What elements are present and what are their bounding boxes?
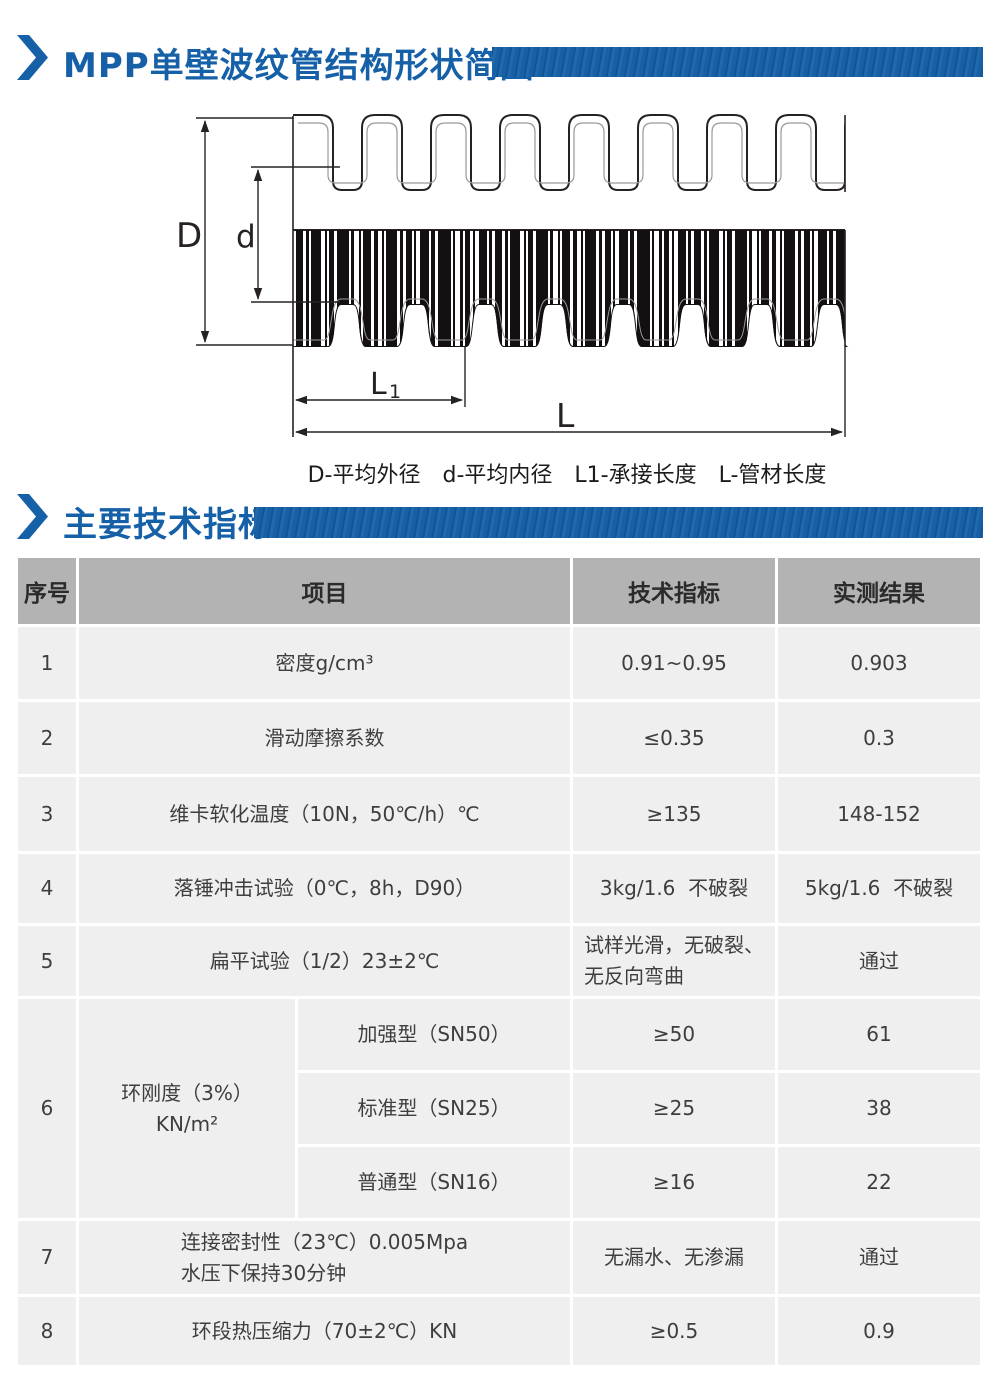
cell-no: 3 <box>18 777 76 851</box>
cell-spec: 3kg/1.6 不破裂 <box>573 854 775 923</box>
cell-result: 通过 <box>778 1221 980 1294</box>
table-row: 7 连接密封性（23℃）0.005Mpa 水压下保持30分钟 无漏水、无渗漏 通… <box>18 1221 980 1294</box>
cell-result: 0.3 <box>778 702 980 774</box>
cell-item: 落锤冲击试验（0℃，8h，D90） <box>79 854 570 923</box>
chevron-arrow-icon <box>17 494 48 539</box>
title-banner <box>492 47 983 77</box>
cell-no: 2 <box>18 702 76 774</box>
cell-result: 5kg/1.6 不破裂 <box>778 854 980 923</box>
header-result: 实测结果 <box>778 558 980 624</box>
header-no: 序号 <box>18 558 76 624</box>
cell-result: 22 <box>778 1147 980 1218</box>
cell-spec: 无漏水、无渗漏 <box>573 1221 775 1294</box>
table-row: 2 滑动摩擦系数 ≤0.35 0.3 <box>18 702 980 774</box>
cell-no: 7 <box>18 1221 76 1294</box>
cell-subitem: 普通型（SN16） <box>298 1147 570 1218</box>
cell-item-text: 连接密封性（23℃）0.005Mpa 水压下保持30分钟 <box>180 1229 469 1285</box>
diagram-caption: D-平均外径 d-平均内径 L1-承接长度 L-管材长度 <box>307 463 827 488</box>
table-row: 标准型（SN25） ≥25 38 <box>18 1073 980 1144</box>
cell-item: 环刚度（3%） KN/m² <box>79 999 295 1218</box>
cell-no: 6 <box>18 999 76 1218</box>
cell-spec: ≥135 <box>573 777 775 851</box>
cell-subitem: 加强型（SN50） <box>298 999 570 1070</box>
table-header-row: 序号 项目 技术指标 实测结果 <box>18 558 980 624</box>
section-title-specs: 主要技术指标 <box>63 505 273 545</box>
dim-label-D: D <box>176 216 202 256</box>
header-spec: 技术指标 <box>573 558 775 624</box>
spec-table: 序号 项目 技术指标 实测结果 1 密度g/cm³ 0.91~0.95 0.90… <box>15 555 983 1368</box>
cell-spec: ≥25 <box>573 1073 775 1144</box>
cell-no: 5 <box>18 926 76 996</box>
dimension-L <box>295 347 846 437</box>
table-row: 1 密度g/cm³ 0.91~0.95 0.903 <box>18 627 980 699</box>
cell-item: 密度g/cm³ <box>79 627 570 699</box>
cell-result: 61 <box>778 999 980 1070</box>
table-row: 普通型（SN16） ≥16 22 <box>18 1147 980 1218</box>
cell-result: 通过 <box>778 926 980 996</box>
cell-spec: 0.91~0.95 <box>573 627 775 699</box>
cell-spec: ≥50 <box>573 999 775 1070</box>
table-row: 3 维卡软化温度（10N，50℃/h）℃ ≥135 148-152 <box>18 777 980 851</box>
dimension-D <box>196 117 293 346</box>
table-row: 6 环刚度（3%） KN/m² 加强型（SN50） ≥50 61 <box>18 999 980 1218</box>
pipe-structure-diagram: D d L 1 L <box>176 114 849 437</box>
cell-item: 扁平试验（1/2）23±2℃ <box>79 926 570 996</box>
cell-item: 连接密封性（23℃）0.005Mpa 水压下保持30分钟 <box>79 1221 570 1294</box>
cell-result: 148-152 <box>778 777 980 851</box>
cell-no: 1 <box>18 627 76 699</box>
section-title-diagram: MPP单壁波纹管结构形状简图 <box>63 46 535 86</box>
cell-spec: ≤0.35 <box>573 702 775 774</box>
cell-item: 滑动摩擦系数 <box>79 702 570 774</box>
cell-spec: ≥0.5 <box>573 1297 775 1365</box>
dimension-L1 <box>295 347 466 407</box>
table-row: 8 环段热压缩力（70±2℃）KN ≥0.5 0.9 <box>18 1297 980 1365</box>
corrugation-profile <box>293 114 845 191</box>
table-row: 4 落锤冲击试验（0℃，8h，D90） 3kg/1.6 不破裂 5kg/1.6 … <box>18 854 980 923</box>
cell-result: 0.9 <box>778 1297 980 1365</box>
cell-result: 0.903 <box>778 627 980 699</box>
table-row: 5 扁平试验（1/2）23±2℃ 试样光滑，无破裂、 无反向弯曲 通过 <box>18 926 980 996</box>
dim-label-L1-sub: 1 <box>389 381 401 403</box>
cell-item: 环段热压缩力（70±2℃）KN <box>79 1297 570 1365</box>
cell-spec: ≥16 <box>573 1147 775 1218</box>
cell-no: 4 <box>18 854 76 923</box>
cell-no: 8 <box>18 1297 76 1365</box>
cell-spec-text: 试样光滑，无破裂、 无反向弯曲 <box>584 933 764 988</box>
chevron-arrow-icon <box>17 35 48 80</box>
cell-item: 维卡软化温度（10N，50℃/h）℃ <box>79 777 570 851</box>
cell-subitem: 标准型（SN25） <box>298 1073 570 1144</box>
cell-spec: 试样光滑，无破裂、 无反向弯曲 <box>573 926 775 996</box>
dim-label-d: d <box>236 219 256 255</box>
header-item: 项目 <box>79 558 570 624</box>
dim-label-L: L <box>556 396 575 435</box>
cell-result: 38 <box>778 1073 980 1144</box>
dim-label-L1: L <box>370 367 387 402</box>
pipe-body-hatch <box>293 229 849 347</box>
dimension-d <box>251 166 340 303</box>
title-banner <box>254 507 983 538</box>
